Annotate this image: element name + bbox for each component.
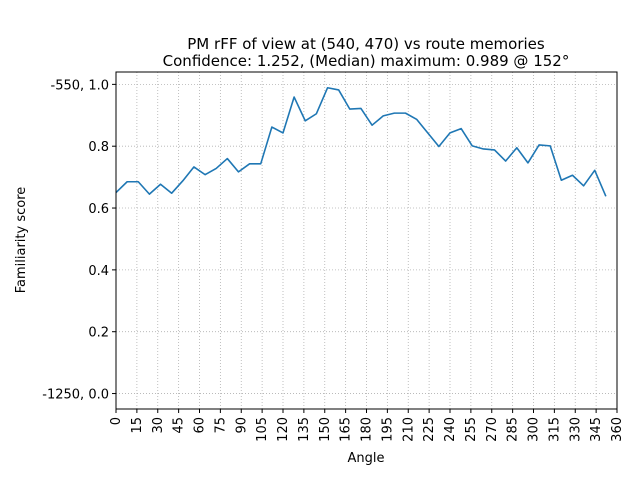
x-tick-label: 330 (568, 417, 583, 442)
x-axis-label: Angle (348, 451, 385, 466)
x-tick-label: 165 (339, 417, 354, 442)
y-tick-label: -550, 1.0 (51, 78, 109, 93)
y-tick-label: 0.8 (88, 140, 109, 155)
x-tick-label: 240 (443, 417, 458, 442)
x-tick-label: 270 (485, 417, 500, 442)
x-axis-ticks: 0 15 30 45 60 75 90 105 120 135 150 165 180 195 210 225… (109, 409, 625, 442)
x-tick-label: 120 (276, 417, 291, 442)
y-tick-label: -1250, 0.0 (42, 388, 109, 403)
x-tick-label: 345 (589, 417, 604, 442)
x-tick-label: 180 (360, 417, 375, 442)
x-tick-label: 30 (151, 417, 166, 434)
x-tick-label: 90 (234, 417, 249, 434)
chart-title: PM rFF of view at (540, 470) vs route me… (187, 35, 545, 53)
x-tick-label: 105 (255, 417, 270, 442)
x-tick-label: 210 (401, 417, 416, 442)
y-tick-label: 0.2 (88, 326, 109, 341)
data-series (115, 86, 607, 197)
grid-lines (115, 72, 618, 409)
x-tick-label: 15 (130, 417, 145, 434)
x-tick-label: 300 (527, 417, 542, 442)
x-tick-label: 45 (172, 417, 187, 434)
x-tick-label: 135 (297, 417, 312, 442)
x-tick-label: 360 (610, 417, 625, 442)
chart-subtitle: Confidence: 1.252, (Median) maximum: 0.9… (163, 52, 570, 70)
x-tick-label: 285 (506, 417, 521, 442)
familiarity-line (115, 86, 607, 197)
y-tick-label: 0.4 (88, 264, 109, 279)
x-tick-label: 255 (464, 417, 479, 442)
x-tick-label: 60 (193, 417, 208, 434)
y-tick-label: 0.6 (88, 202, 109, 217)
y-axis-label: Familiarity score (14, 187, 29, 294)
x-tick-label: 0 (109, 417, 124, 425)
x-tick-label: 315 (547, 417, 562, 442)
x-tick-label: 195 (380, 417, 395, 442)
x-tick-label: 75 (213, 417, 228, 434)
plot-area: 0 15 30 45 60 75 90 105 120 135 150 165 180 195 210 225… (42, 71, 625, 442)
x-tick-label: 225 (422, 417, 437, 442)
y-axis-ticks: -1250, 0.0 0.2 0.4 0.6 0.8 -550, 1.0 (42, 78, 116, 403)
x-tick-label: 150 (318, 417, 333, 442)
